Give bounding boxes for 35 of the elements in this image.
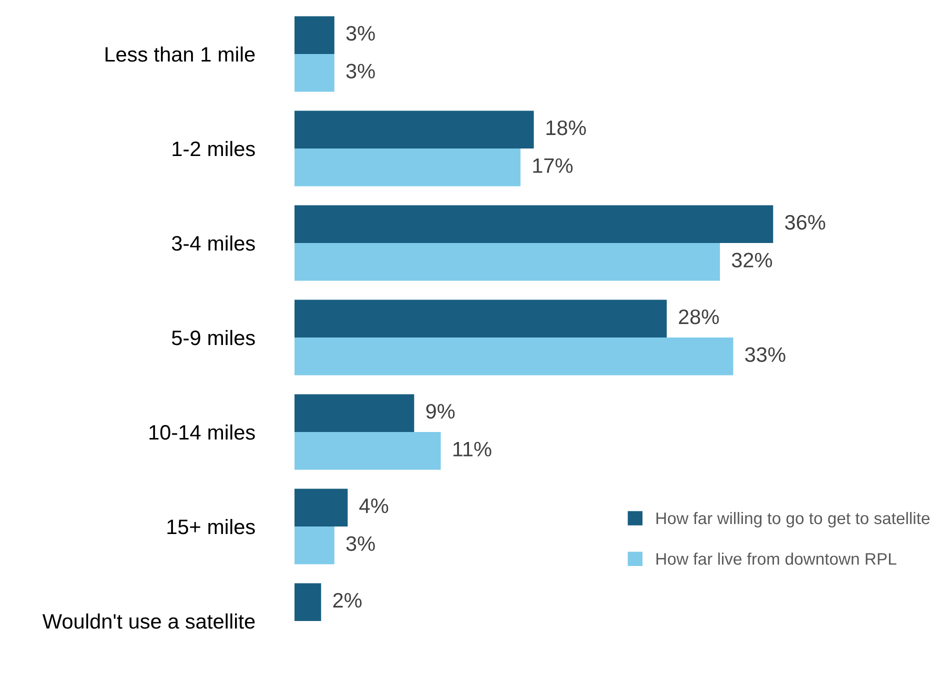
bar: [294, 432, 441, 470]
data-label: 17%: [533, 158, 573, 173]
y-tick-label: 5-9 miles: [172, 330, 255, 346]
bar: [294, 300, 667, 338]
data-label: 33%: [745, 347, 786, 362]
legend-label: How far willing to go to get to satellite: [656, 512, 930, 528]
y-tick-label: 1-2 miles: [172, 140, 255, 156]
data-label: 32%: [732, 252, 772, 268]
bar: [294, 338, 734, 376]
bar: [294, 110, 534, 148]
bar: [294, 205, 774, 243]
data-label: 3%: [346, 64, 375, 78]
bar: [294, 243, 720, 281]
data-label: 2%: [333, 592, 362, 608]
data-label: 18%: [546, 120, 586, 136]
y-tick-label: Wouldn't use a satellite: [42, 613, 255, 629]
y-tick-label: Less than 1 mile: [106, 46, 255, 62]
data-label: 4%: [359, 498, 388, 514]
data-label: 3%: [346, 26, 375, 41]
bar: [294, 54, 334, 92]
bar: [294, 488, 348, 526]
bar: [294, 148, 521, 186]
data-label: 36%: [785, 214, 826, 230]
data-label: 9%: [426, 404, 455, 419]
data-label: 3%: [346, 536, 375, 551]
y-tick-label: 10-14 miles: [150, 424, 255, 440]
bar: [294, 583, 322, 621]
legend-label: How far live from downtown RPL: [656, 552, 896, 565]
y-tick-label: 15+ miles: [167, 518, 255, 534]
y-tick-label: 3-4 miles: [172, 235, 255, 251]
data-label: 11%: [453, 442, 492, 456]
bar: [294, 394, 414, 432]
bar: [294, 16, 334, 54]
data-label: 28%: [678, 309, 719, 324]
bar: [294, 526, 334, 564]
